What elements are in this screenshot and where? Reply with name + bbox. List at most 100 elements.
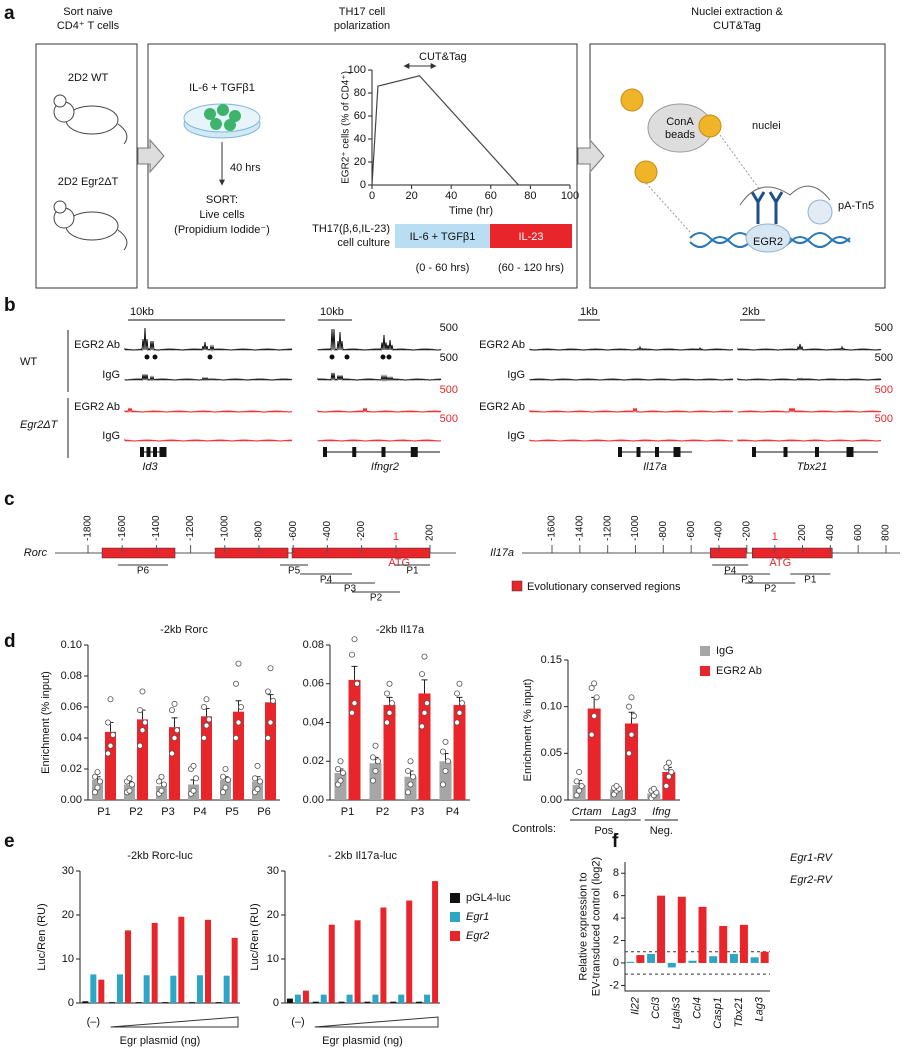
chart-title: -2kb Il17a [376, 624, 425, 636]
data-point [158, 787, 165, 794]
bar [312, 1001, 319, 1003]
conserved-region [214, 547, 289, 559]
x-tick-label: 100 [561, 190, 579, 202]
legend-label: Egr2 [466, 930, 489, 942]
phase-time: (60 - 120 hrs) [498, 262, 564, 274]
data-point [155, 778, 162, 785]
data-point [105, 750, 112, 757]
signal-track [737, 438, 882, 442]
controls-label: Controls: [512, 823, 556, 835]
signal-track [737, 407, 882, 414]
box-polarization [147, 43, 578, 289]
exon [618, 447, 622, 457]
x-tick-label: (–) [291, 1016, 304, 1028]
map-tick-label: -1400 [151, 515, 162, 541]
y-tick-label: 0.00 [541, 794, 562, 806]
scale-label: 2kb [742, 306, 760, 318]
data-point [232, 735, 239, 742]
bar [372, 994, 379, 1003]
axis [624, 862, 770, 992]
mouse-label: 2D2 WT [68, 72, 109, 84]
data-point [407, 781, 414, 788]
error-bar [351, 665, 358, 680]
exon [783, 447, 788, 457]
legend-swatch [700, 646, 710, 656]
y-tick-label: 0.00 [303, 794, 324, 806]
signal-track [737, 377, 882, 381]
panel-label: c [4, 489, 15, 510]
gene-label: Il17a [490, 547, 514, 559]
map-tick-label: -1000 [630, 515, 641, 541]
bar [231, 937, 238, 1003]
bar [418, 693, 431, 800]
bar [143, 975, 150, 1003]
data-point [351, 636, 358, 643]
y-tick-label: 0.10 [541, 701, 562, 713]
group-label: WT [20, 356, 37, 368]
map-tick-label: -1600 [547, 515, 558, 541]
y-tick-label: 0.08 [303, 639, 324, 651]
gene-label: Ifngr2 [371, 461, 399, 473]
exon [636, 447, 641, 457]
x-tick-label: Lag3 [754, 996, 766, 1021]
signal-track [317, 407, 442, 414]
map-tick-label: -800 [254, 521, 265, 541]
bar [390, 1001, 397, 1003]
x-tick-label: 0 [369, 190, 375, 202]
data-point [160, 781, 167, 788]
data-point [421, 709, 428, 716]
data-point [383, 719, 390, 726]
data-point [158, 773, 165, 780]
track-max: 500 [875, 322, 893, 334]
legend-label: pGL4-luc [466, 892, 511, 904]
exon [352, 447, 357, 457]
data-point [126, 787, 133, 794]
y-axis-label: Enrichment (% input) [522, 679, 534, 782]
x-tick-label: P1 [341, 806, 354, 818]
x-tick-label: Il22 [629, 997, 641, 1015]
y-tick-label: 20 [354, 156, 366, 168]
y-tick-label: 60 [354, 110, 366, 122]
bar [137, 719, 148, 800]
y-tick-label: 6 [613, 890, 619, 902]
data-point [139, 727, 146, 734]
tss-label: 1 [772, 531, 778, 543]
error-bar [421, 679, 428, 694]
data-point [348, 651, 355, 658]
signal-track [124, 327, 293, 352]
bar [105, 731, 116, 800]
data-point [626, 750, 633, 757]
x-tick-label: Lag3 [612, 806, 637, 818]
legend-swatch [700, 666, 710, 676]
control-group-label: Neg. [650, 825, 673, 837]
bar [439, 761, 452, 800]
x-tick-label: P5 [225, 806, 238, 818]
group-label: Egr2ΔT [20, 419, 59, 431]
data-point [591, 713, 598, 720]
bar [125, 930, 131, 1003]
legend-swatch [450, 893, 460, 903]
y-axis-label: Luc/Ren (RU) [36, 903, 48, 970]
y-tick-label: 0 [68, 997, 74, 1009]
track-label: IgG [102, 369, 120, 381]
phase-bar [490, 224, 572, 248]
y-tick-label: 2 [613, 934, 619, 946]
bar [215, 1002, 222, 1003]
map-tick-label: 400 [825, 524, 836, 541]
bar [677, 896, 686, 963]
bar [162, 1002, 169, 1003]
flow-arrow [137, 138, 165, 174]
primer-label: P4 [724, 566, 737, 577]
exon [381, 447, 386, 457]
map-tick-label: -1800 [83, 515, 94, 541]
nuclei-label: nuclei [752, 120, 781, 132]
map-tick-label: -600 [288, 521, 299, 541]
track-max: 500 [440, 413, 458, 425]
data-point [192, 775, 199, 782]
bar [739, 924, 748, 963]
track-label: IgG [102, 430, 120, 442]
error-bar [628, 711, 635, 724]
bar [453, 705, 466, 800]
axis [371, 70, 570, 186]
step-header: CD4⁺ T cells [57, 20, 120, 32]
